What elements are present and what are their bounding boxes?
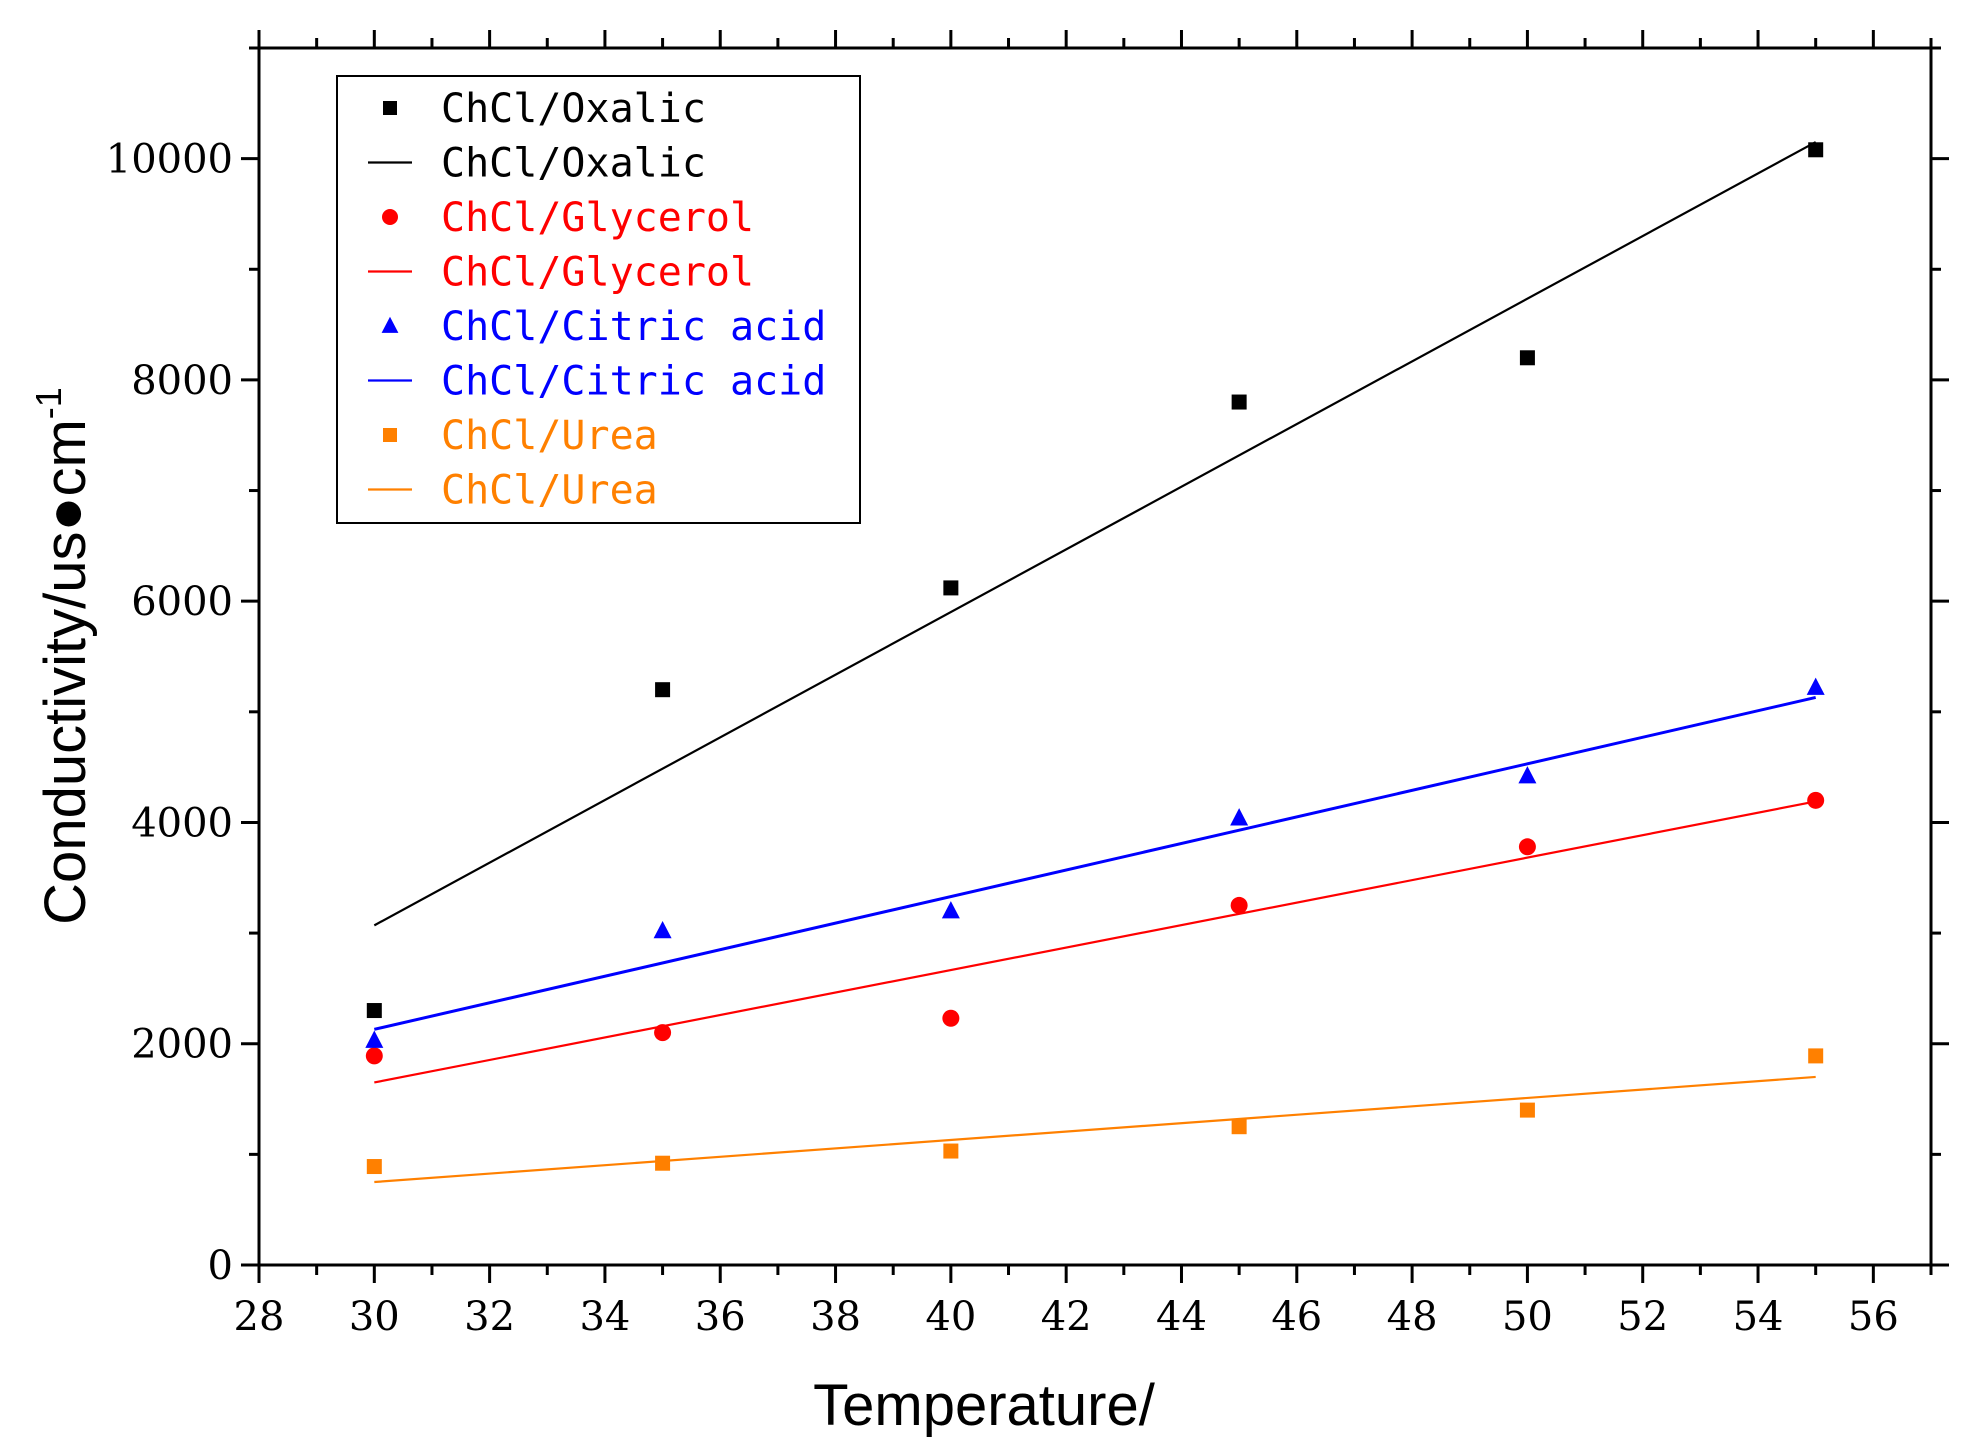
tick-labels: 28 30 32 34 36 38 40 42 44 46 48 50 52 54 56 0 2000 4000 6…	[106, 137, 1899, 1340]
data-point	[365, 1030, 384, 1048]
legend-marker	[382, 209, 398, 225]
data-point	[1808, 142, 1824, 158]
data-point	[942, 1009, 960, 1027]
x-tick-label: 46	[1271, 1294, 1322, 1340]
data-markers	[365, 142, 1825, 1175]
data-point	[1230, 808, 1249, 826]
data-point	[943, 580, 959, 596]
data-point	[1519, 1102, 1535, 1118]
x-tick-label: 52	[1617, 1294, 1668, 1340]
y-tick-label: 4000	[131, 800, 233, 846]
legend-label: ChCl/Citric acid	[441, 304, 826, 350]
data-point	[941, 901, 960, 919]
x-tick-label: 42	[1041, 1294, 1092, 1340]
legend-marker	[383, 101, 397, 115]
data-point	[1519, 350, 1535, 366]
x-tick-label: 50	[1502, 1294, 1553, 1340]
x-tick-label: 28	[234, 1294, 285, 1340]
x-tick-label: 54	[1733, 1294, 1784, 1340]
legend-label: ChCl/Glycerol	[441, 195, 754, 241]
x-tick-label: 30	[349, 1294, 400, 1340]
fit-line	[373, 695, 1817, 1031]
data-point	[366, 1159, 382, 1175]
x-axis-title: Temperature/	[813, 1373, 1156, 1438]
x-tick-label: 44	[1156, 1294, 1207, 1340]
legend-box	[336, 75, 861, 524]
legend-label: ChCl/Glycerol	[441, 250, 754, 296]
y-tick-label: 10000	[106, 137, 233, 183]
legend-marker	[383, 428, 397, 442]
x-tick-label: 38	[810, 1294, 861, 1340]
data-point	[1807, 791, 1825, 809]
y-axis-title: Conductivity/us●cm-1	[28, 387, 98, 925]
fit-line	[373, 141, 1817, 927]
fit-lines	[373, 141, 1817, 1184]
data-point	[655, 1155, 671, 1171]
data-point	[1231, 394, 1247, 410]
data-point	[655, 682, 671, 698]
y-tick-label: 2000	[131, 1022, 233, 1068]
x-tick-label: 56	[1848, 1294, 1899, 1340]
data-point	[366, 1003, 382, 1019]
x-tick-label: 32	[464, 1294, 515, 1340]
x-tick-label: 36	[695, 1294, 746, 1340]
fit-line	[374, 800, 1816, 1084]
y-tick-label: 8000	[131, 358, 233, 404]
legend-items: ChCl/Oxalic ChCl/Oxalic ChCl/Glycerol ChCl/…	[368, 86, 826, 514]
legend-label: ChCl/Oxalic	[441, 141, 706, 187]
data-point	[943, 1143, 959, 1159]
data-point	[365, 1047, 383, 1065]
y-tick-label: 0	[208, 1243, 233, 1289]
data-point	[1808, 1048, 1824, 1064]
legend-label: ChCl/Urea	[441, 413, 658, 459]
legend-marker	[381, 316, 399, 333]
data-point	[1230, 896, 1248, 914]
data-point	[653, 920, 672, 939]
data-point	[1518, 766, 1537, 784]
y-tick-label: 6000	[131, 579, 233, 625]
legend-label: ChCl/Urea	[441, 468, 658, 514]
x-tick-label: 34	[579, 1294, 630, 1340]
x-tick-label: 48	[1387, 1294, 1438, 1340]
data-point	[654, 1024, 672, 1042]
plot-frame	[257, 46, 1933, 1267]
legend-label: ChCl/Oxalic	[441, 86, 706, 132]
data-point	[1231, 1119, 1247, 1135]
data-point	[1806, 677, 1825, 695]
x-tick-label: 40	[925, 1294, 976, 1340]
y-axis-title-superscript: -1	[28, 387, 69, 419]
legend: ChCl/Oxalic ChCl/Oxalic ChCl/Glycerol ChCl/…	[336, 75, 861, 524]
data-point	[1518, 838, 1536, 856]
fit-line	[374, 1075, 1816, 1184]
y-axis-title-main: Conductivity/us●cm	[33, 419, 98, 925]
axis-ticks	[241, 30, 1949, 1283]
legend-label: ChCl/Citric acid	[441, 359, 826, 405]
